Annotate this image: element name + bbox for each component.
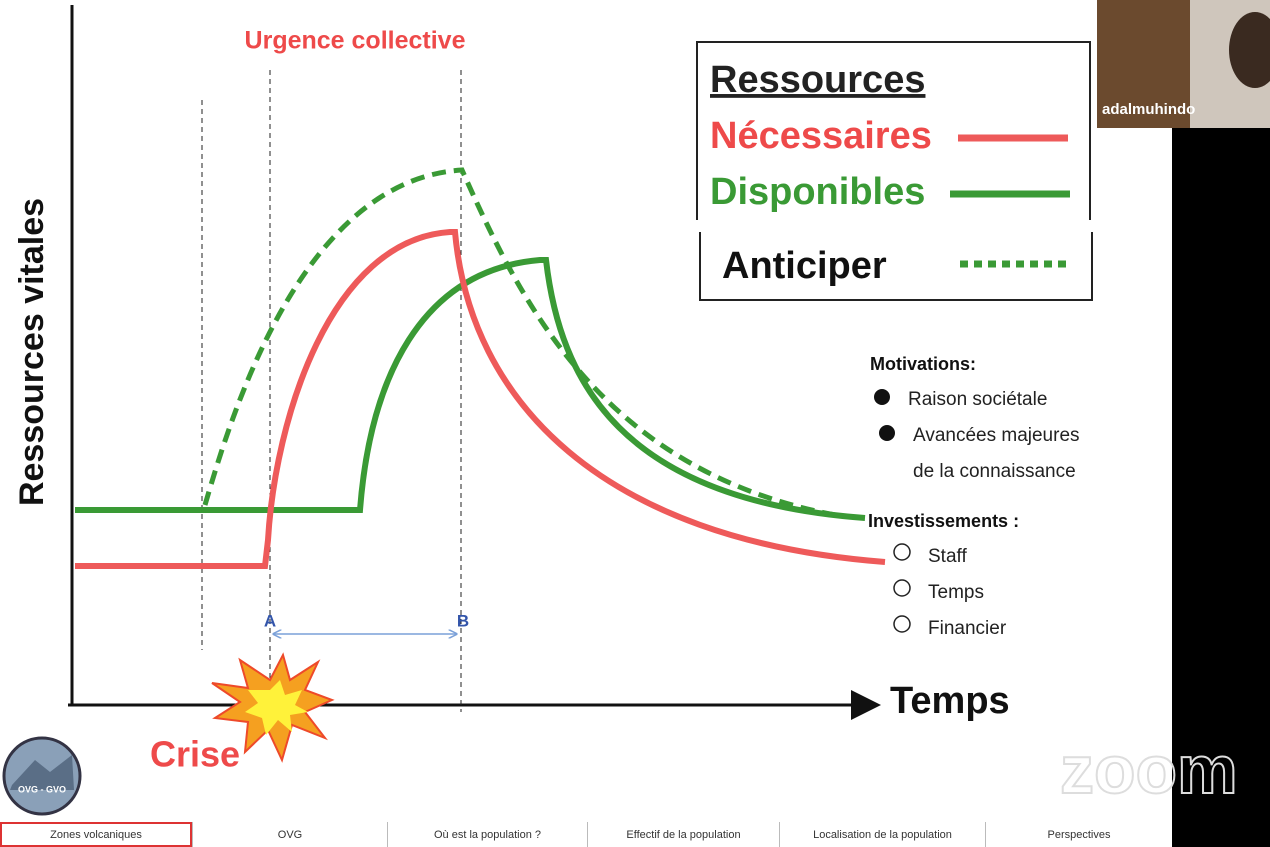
crisis-burst-core <box>245 680 308 735</box>
bullet <box>874 389 890 405</box>
bullet <box>893 579 911 597</box>
watermark: zoom <box>1060 732 1238 808</box>
tab[interactable]: Effectif de la population <box>587 822 779 847</box>
list-item: de la connaissance <box>913 461 1076 482</box>
list-item: Raison sociétale <box>908 389 1047 410</box>
necessaires-curve <box>75 229 886 569</box>
list-item: Staff <box>928 546 967 567</box>
section-title: Motivations: <box>870 354 976 374</box>
tab[interactable]: Zones volcaniques <box>0 822 192 847</box>
slide-title: Urgence collective <box>245 27 466 55</box>
legend-frame <box>699 232 1093 301</box>
section-title: Investissements : <box>868 511 1019 531</box>
disponibles-curve <box>75 257 866 521</box>
legend-title: Ressources <box>710 59 925 101</box>
participant-name: adalmuhindo <box>1102 101 1195 118</box>
legend-label: Disponibles <box>710 171 925 213</box>
tab[interactable]: Où est la population ? <box>387 822 587 847</box>
marker-label: A <box>264 611 276 630</box>
bullet <box>879 425 895 441</box>
y-axis-label: Ressources vitales <box>13 198 51 506</box>
logo-text: OVG - GVO <box>18 784 66 794</box>
list-item: Temps <box>928 582 984 603</box>
black-strip <box>1172 128 1270 847</box>
marker-label: B <box>457 611 469 630</box>
tab[interactable]: Perspectives <box>985 822 1172 847</box>
bullet <box>893 543 911 561</box>
legend-label: Anticiper <box>722 245 887 287</box>
tab[interactable]: OVG <box>192 822 387 847</box>
anticiper-curve <box>202 167 836 518</box>
participant-face <box>1229 12 1270 88</box>
tab[interactable]: Localisation de la population <box>779 822 985 847</box>
logo-mountain <box>10 755 74 790</box>
event-label: Crise <box>150 734 240 775</box>
x-axis-label: Temps <box>890 680 1010 722</box>
list-item: Avancées majeures <box>913 425 1080 446</box>
bullet <box>893 615 911 633</box>
legend-frame <box>696 41 1091 220</box>
legend-label: Nécessaires <box>710 115 932 157</box>
list-item: Financier <box>928 618 1007 639</box>
